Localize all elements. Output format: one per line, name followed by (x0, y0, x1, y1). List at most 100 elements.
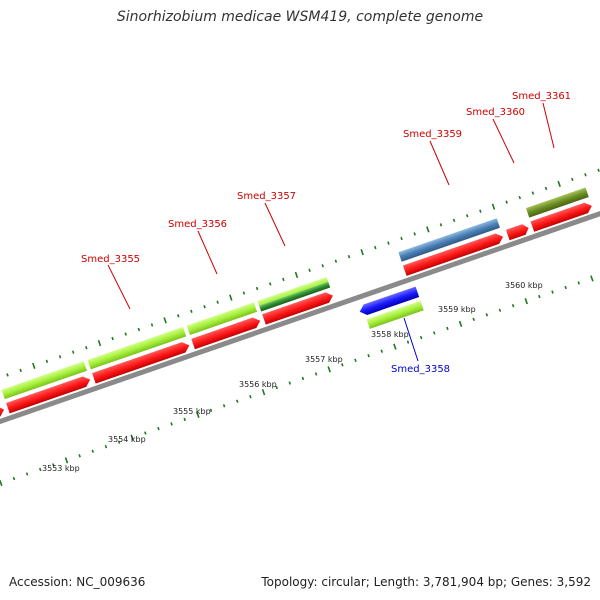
ruler-tick (551, 290, 554, 294)
ruler-tick (111, 336, 114, 341)
ruler-tick (590, 275, 594, 282)
plus-cog-track (1, 187, 589, 400)
ruler-tick (308, 268, 311, 273)
ruler-tick (334, 259, 338, 263)
tick-label: 3560 kbp (505, 281, 543, 290)
cds-arrow-smed-3358-minus[interactable] (358, 286, 420, 317)
ruler-tick (183, 417, 186, 422)
tick-label: 3558 kbp (371, 330, 409, 339)
ruler-tick (58, 355, 62, 359)
ruler-tick (91, 449, 95, 453)
ruler-tick (564, 285, 567, 290)
ruler-tick (413, 232, 416, 236)
tick-label: 3559 kbp (438, 305, 476, 314)
ruler-tick (294, 271, 299, 278)
cog-block-smed-3356[interactable] (87, 326, 187, 370)
ruler-tick (571, 177, 574, 182)
ruler-tick (0, 479, 3, 487)
ruler-tick (282, 277, 285, 282)
ruler-tick (393, 343, 397, 350)
ruler-tick (491, 203, 496, 210)
ruler-tick (439, 223, 443, 227)
ruler-tick (419, 335, 423, 340)
ruler-tick (249, 394, 252, 399)
ruler-tick (104, 445, 108, 449)
ruler-tick (97, 340, 102, 347)
ruler-tick (577, 281, 581, 285)
ruler-tick (19, 368, 22, 373)
ruler-tick (157, 426, 160, 431)
ruler-tick (406, 340, 410, 344)
cog-block-smed-3361[interactable] (525, 187, 589, 218)
ruler-tick (387, 241, 390, 245)
cds-arrow-smed-3356[interactable] (92, 340, 191, 384)
ruler-tick (209, 408, 213, 412)
ruler-tick (347, 255, 351, 259)
gene-label-smed-3360[interactable]: Smed_3360 (466, 107, 525, 118)
cog-block-smed-3359[interactable] (398, 218, 500, 262)
gene-label-smed-3355[interactable]: Smed_3355 (81, 254, 140, 265)
ruler-tick (288, 381, 292, 385)
gene-label-smed-3356[interactable]: Smed_3356 (168, 219, 227, 230)
ruler-tick (71, 350, 75, 354)
gene-label-smed-3359[interactable]: Smed_3359 (403, 129, 462, 140)
ruler-tick (52, 463, 55, 467)
gene-label-smed-3358[interactable]: Smed_3358 (391, 364, 450, 375)
gene-label-smed-3357[interactable]: Smed_3357 (237, 191, 296, 202)
tick-label: 3555 kbp (173, 407, 211, 416)
ruler-tick (367, 354, 370, 358)
leader-line (429, 140, 450, 186)
ruler-tick (150, 323, 154, 327)
cog-block-smed-3355[interactable] (1, 361, 88, 400)
cds-arrow-smed-3358[interactable] (262, 290, 335, 325)
ruler-tick (268, 282, 272, 286)
ruler-tick (236, 399, 239, 403)
ruler-tick (341, 363, 344, 367)
leader-line (542, 102, 555, 149)
ruler-tick (544, 186, 548, 191)
ruler-tick (518, 195, 522, 200)
ruler-tick (360, 249, 364, 256)
cds-arrow-smed-3355[interactable] (6, 374, 92, 414)
ruler-tick (452, 218, 456, 222)
ruler-tick (12, 476, 16, 481)
ruler-tick (261, 389, 266, 396)
leader-line (197, 230, 218, 275)
minus-feature-track (358, 286, 424, 329)
ruler-tick (45, 359, 49, 363)
ruler-tick (203, 305, 206, 309)
ruler-labels: 3553 kbp 3554 kbp 3555 kbp 3556 kbp 3557… (42, 281, 543, 473)
accession-text: Accession: NC_009636 (9, 575, 146, 589)
leader-line (264, 202, 286, 247)
ruler-tick (354, 358, 357, 362)
gene-label-smed-3361[interactable]: Smed_3361 (512, 91, 571, 102)
ruler-tick (314, 372, 318, 376)
gene-leader-lines (107, 102, 555, 362)
genome-stats-text: Topology: circular; Length: 3,781,904 bp… (261, 575, 591, 589)
cds-arrow-smed-3361[interactable] (530, 201, 594, 232)
ruler-tick (242, 291, 246, 295)
ruler-tick (557, 180, 561, 188)
ruler-tick (117, 440, 121, 444)
ruler-tick (222, 404, 226, 408)
gene-labels: Smed_3355 Smed_3356 Smed_3357 Smed_3358 … (81, 91, 571, 375)
ruler-tick (130, 434, 134, 441)
plus-tick-ruler (6, 168, 600, 377)
ruler-tick (505, 200, 508, 204)
ruler-tick (38, 467, 42, 472)
cds-arrow-smed-3359[interactable] (402, 231, 505, 276)
ruler-tick (64, 457, 69, 464)
leader-line (492, 118, 515, 164)
ruler-tick (380, 349, 383, 353)
cog-block-smed-3357a[interactable] (186, 302, 258, 336)
cds-arrow-smed-3357[interactable] (191, 316, 262, 350)
ruler-tick (85, 345, 88, 350)
minus-tick-ruler (0, 275, 594, 487)
cds-arrow-smed-3360[interactable] (505, 223, 530, 241)
ruler-tick (465, 214, 469, 218)
cog-block-smed-3358-minus[interactable] (366, 300, 424, 329)
cog-block-smed-3358-green[interactable] (259, 281, 331, 312)
ruler-tick (255, 286, 259, 291)
ruler-tick (163, 317, 167, 324)
